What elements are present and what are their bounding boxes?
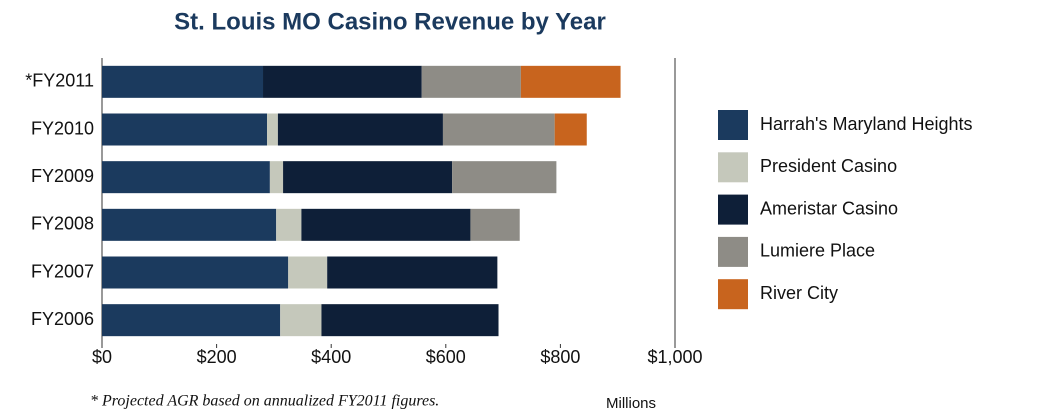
- y-tick-label: *FY2011: [25, 71, 94, 91]
- bar-segment: [102, 256, 289, 289]
- x-tick-label: $600: [426, 347, 466, 367]
- bar-segment: [554, 113, 587, 146]
- legend-swatch: [718, 152, 748, 183]
- bar-segment: [276, 208, 302, 241]
- bar-segment: [321, 304, 499, 337]
- bar-segment: [327, 256, 498, 289]
- x-tick-label: $400: [311, 347, 351, 367]
- unit-label: Millions: [606, 395, 656, 412]
- legend-label: Harrah's Maryland Heights: [760, 114, 973, 134]
- bar-segment: [442, 113, 555, 146]
- y-tick-label: FY2008: [31, 214, 94, 234]
- footnote: * Projected AGR based on annualized FY20…: [90, 393, 439, 410]
- bar-segment: [102, 304, 281, 337]
- bar-segment: [267, 113, 278, 146]
- bar-segment: [283, 161, 453, 194]
- chart-title: St. Louis MO Casino Revenue by Year: [174, 8, 606, 35]
- legend-swatch: [718, 279, 748, 310]
- legend-swatch: [718, 194, 748, 225]
- bar-segment: [452, 161, 557, 194]
- bar-segment: [102, 208, 277, 241]
- bar-segment: [520, 65, 621, 98]
- bar-segment: [280, 304, 322, 337]
- bar-segment: [288, 256, 328, 289]
- bar-segment: [102, 65, 264, 98]
- bar-segment: [263, 65, 422, 98]
- legend-label: President Casino: [760, 156, 897, 176]
- y-tick-label: FY2006: [31, 309, 94, 329]
- legend-label: Lumiere Place: [760, 241, 875, 261]
- bar-segment: [277, 113, 443, 146]
- legend-swatch: [718, 236, 748, 267]
- bar-segment: [269, 161, 284, 194]
- bar-segment: [301, 208, 471, 241]
- x-tick-label: $200: [197, 347, 237, 367]
- bar-segment: [102, 161, 270, 194]
- x-tick-label: $0: [92, 347, 112, 367]
- bar-segment: [470, 208, 520, 241]
- x-tick-label: $1,000: [647, 347, 702, 367]
- bar-segment: [102, 113, 268, 146]
- legend-label: River City: [760, 283, 838, 303]
- x-tick-label: $800: [540, 347, 580, 367]
- legend-label: Ameristar Casino: [760, 198, 898, 218]
- y-tick-label: FY2010: [31, 118, 94, 138]
- y-tick-label: FY2009: [31, 166, 94, 186]
- bar-segment: [421, 65, 521, 98]
- y-tick-label: FY2007: [31, 261, 94, 281]
- legend-swatch: [718, 110, 748, 140]
